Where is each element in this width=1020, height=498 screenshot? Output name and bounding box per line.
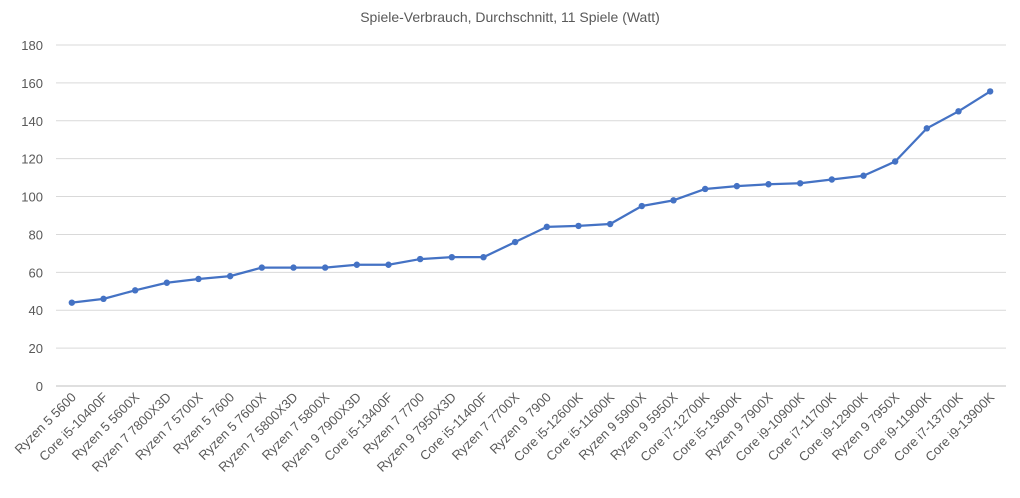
data-point — [638, 202, 646, 210]
data-point — [131, 287, 139, 294]
data-point — [575, 222, 582, 230]
data-point — [226, 272, 234, 280]
data-point — [986, 88, 994, 95]
chart-title: Spiele-Verbrauch, Durchschnitt, 11 Spiel… — [360, 9, 660, 25]
y-tick-label: 60 — [29, 265, 43, 280]
y-tick-label: 160 — [21, 76, 43, 91]
data-point — [321, 264, 329, 271]
y-tick-label: 80 — [29, 227, 43, 242]
y-tick-label: 180 — [21, 38, 43, 53]
y-tick-label: 120 — [21, 152, 43, 167]
data-point — [68, 299, 76, 306]
data-point — [923, 125, 931, 132]
data-point — [385, 261, 392, 268]
data-point — [416, 255, 424, 263]
data-point — [511, 238, 519, 246]
series-line — [71, 90, 991, 304]
y-tick-label: 100 — [21, 190, 43, 205]
data-point — [828, 176, 836, 183]
data-point — [860, 172, 867, 179]
y-tick-label: 20 — [29, 341, 43, 356]
data-point — [448, 253, 456, 261]
data-point — [163, 279, 171, 286]
y-tick-label: 140 — [21, 114, 43, 129]
data-point — [258, 264, 266, 271]
data-point — [701, 185, 709, 193]
data-point — [733, 182, 741, 190]
data-point — [765, 181, 772, 188]
data-point — [891, 158, 899, 165]
y-tick-label: 0 — [36, 379, 43, 394]
data-point — [796, 180, 804, 187]
data-point — [955, 108, 962, 115]
data-point — [670, 197, 677, 204]
data-point — [290, 264, 297, 271]
data-point — [353, 261, 361, 268]
y-tick-label: 40 — [29, 303, 43, 318]
data-point — [606, 220, 614, 228]
data-point — [480, 253, 487, 261]
data-point — [100, 295, 107, 303]
data-point — [195, 275, 202, 283]
data-point — [543, 223, 551, 231]
